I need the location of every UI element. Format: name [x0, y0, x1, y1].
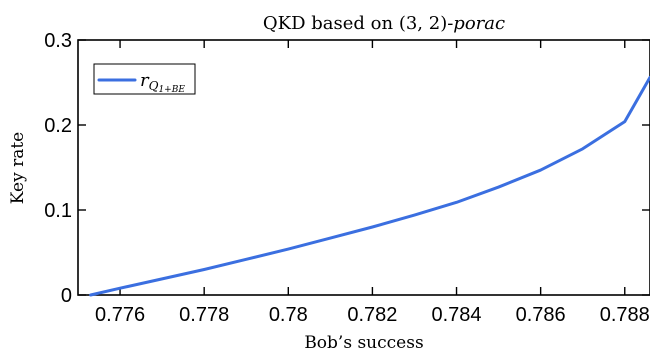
plot-frame — [77, 39, 650, 296]
x-tick-label: 0.786 — [516, 304, 566, 326]
series-line-r-q1-be — [89, 75, 650, 297]
x-tick-label: 0.778 — [179, 304, 229, 326]
legend-subscript-main: Q — [149, 79, 159, 93]
x-tick-label: 0.78 — [269, 304, 308, 326]
series-layer — [89, 75, 650, 297]
y-tick-label: 0.1 — [44, 200, 72, 222]
chart-title-italic: porac — [453, 13, 505, 34]
x-axis-label: Bob’s success — [304, 333, 423, 352]
legend-main-symbol: r — [140, 70, 150, 91]
y-axis-label: Key rate — [8, 132, 28, 204]
chart-title-prefix: QKD based on (3, 2)- — [263, 13, 453, 34]
y-tick-label: 0.2 — [44, 115, 72, 137]
ticks-layer: 0.776 0.778 0.78 0.782 0.784 0.786 0.788 0 0.1 0.… — [44, 30, 650, 326]
x-tick-label: 0.788 — [600, 304, 650, 326]
chart-title: QKD based on (3, 2)-porac — [263, 13, 505, 34]
x-tick-label: 0.784 — [431, 304, 481, 326]
y-tick-label: 0.3 — [44, 30, 72, 52]
x-tick-label: 0.776 — [95, 304, 145, 326]
x-tick-label: 0.782 — [347, 304, 397, 326]
legend: rQ1+BE — [93, 63, 196, 95]
legend-label: rQ1+BE — [140, 70, 185, 95]
legend-subscript-small: 1+BE — [158, 85, 185, 95]
y-tick-label: 0 — [61, 285, 72, 307]
